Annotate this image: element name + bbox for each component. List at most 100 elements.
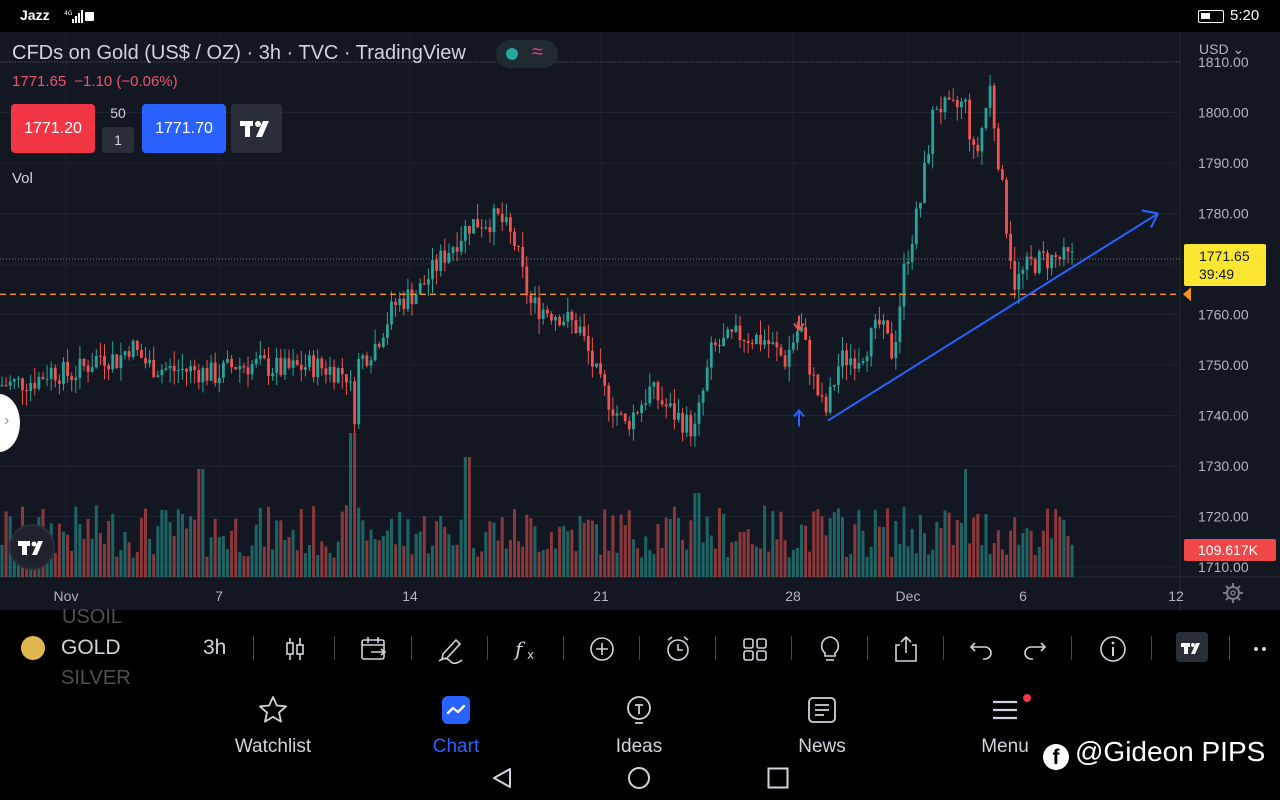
toolbar-divider xyxy=(1071,636,1072,660)
candle-body xyxy=(750,342,754,344)
nav-menu[interactable]: Menu xyxy=(945,694,1065,757)
candle-body xyxy=(160,369,164,376)
candle-body xyxy=(988,85,992,108)
volume-bar xyxy=(431,545,434,577)
candle-body xyxy=(714,342,717,345)
candle-body xyxy=(1021,269,1025,274)
volume-bar xyxy=(139,517,143,577)
volume-bar xyxy=(312,506,316,577)
indicators-fx-icon[interactable]: f x xyxy=(512,634,542,664)
symbol-current[interactable]: GOLD xyxy=(61,636,121,659)
drawing-pen-icon[interactable] xyxy=(436,634,466,664)
volume-bar xyxy=(98,533,102,577)
add-plus-icon[interactable] xyxy=(588,634,618,664)
price-axis-label: 1800.00 xyxy=(1198,105,1249,121)
share-icon[interactable] xyxy=(891,634,921,664)
quantity-box[interactable]: 50 1 xyxy=(100,104,136,153)
volume-bar xyxy=(808,551,812,577)
symbol-title[interactable]: CFDs on Gold (US$ / OZ) · 3h · TVC · Tra… xyxy=(12,42,466,64)
volume-bar xyxy=(242,556,246,577)
symbol-next[interactable]: SILVER xyxy=(61,667,131,686)
system-recents-icon[interactable] xyxy=(766,766,790,790)
svg-text:x: x xyxy=(527,648,534,662)
candle-body xyxy=(873,319,877,329)
toolbar-divider xyxy=(943,636,944,660)
volume-bar xyxy=(582,523,586,577)
current-price-tag: 1771.65 39:49 xyxy=(1184,244,1266,286)
candle-body xyxy=(185,368,188,372)
volume-bar xyxy=(529,518,533,577)
info-icon[interactable] xyxy=(1098,634,1128,664)
volume-bar xyxy=(283,540,287,577)
candle-body xyxy=(476,219,479,228)
candle-body xyxy=(295,360,299,365)
more-options-icon[interactable] xyxy=(1250,634,1280,664)
candlestick-icon[interactable] xyxy=(280,634,310,664)
candle-body xyxy=(947,97,951,100)
tradingview-logo-icon xyxy=(240,121,269,137)
candle-body xyxy=(21,378,24,391)
volume-bar xyxy=(217,536,221,577)
expand-panel-handle[interactable]: › xyxy=(0,394,20,452)
candle-body xyxy=(697,402,701,424)
idea-lightbulb-icon[interactable] xyxy=(815,634,845,664)
nav-watchlist[interactable]: Watchlist xyxy=(213,694,333,757)
currency-select[interactable]: USD ⌄ xyxy=(1199,41,1244,58)
volume-bar xyxy=(1029,530,1033,577)
candle-body xyxy=(828,386,832,413)
compare-calendar-icon[interactable] xyxy=(359,634,389,664)
alarm-clock-icon[interactable] xyxy=(663,634,693,664)
interval-button[interactable]: 3h xyxy=(203,636,227,659)
candle-body xyxy=(996,128,1000,170)
system-home-icon[interactable] xyxy=(627,766,651,790)
candle-body xyxy=(623,413,627,422)
system-back-icon[interactable] xyxy=(490,766,514,790)
market-status-pill[interactable]: ≈ xyxy=(496,40,558,68)
nav-chart[interactable]: Chart xyxy=(396,694,516,757)
chart-area[interactable]: 1810.001800.001790.001780.001770.001760.… xyxy=(0,32,1280,610)
candle-body xyxy=(377,343,381,347)
volume-bar xyxy=(426,553,430,577)
nav-ideas[interactable]: Ideas xyxy=(579,694,699,757)
volume-bar xyxy=(406,519,410,577)
candle-body xyxy=(1005,179,1008,234)
redo-icon[interactable] xyxy=(1019,634,1049,664)
nav-news[interactable]: News xyxy=(762,694,882,757)
candle-body xyxy=(841,350,844,367)
star-icon xyxy=(259,696,287,723)
price-axis-label: 1730.00 xyxy=(1198,458,1249,474)
symbol-prev[interactable]: USOIL xyxy=(62,606,123,628)
toolbar-divider xyxy=(334,636,335,660)
candle-body xyxy=(554,317,557,321)
candle-body xyxy=(504,217,508,223)
volume-bar xyxy=(816,509,820,577)
volume-bar xyxy=(681,539,685,577)
tradingview-logo-button[interactable] xyxy=(231,104,282,153)
volume-bar xyxy=(841,517,844,577)
volume-bar xyxy=(1017,544,1021,577)
volume-bar xyxy=(500,517,504,577)
volume-bar xyxy=(734,541,738,577)
volume-bar xyxy=(488,521,492,577)
buy-button[interactable]: 1771.70 xyxy=(142,104,226,153)
tradingview-logo-button[interactable] xyxy=(1176,632,1208,662)
candle-body xyxy=(324,368,328,375)
candle-body xyxy=(1054,254,1058,258)
volume-indicator-label[interactable]: Vol xyxy=(12,170,33,187)
volume-bar xyxy=(775,539,779,577)
sell-button[interactable]: 1771.20 xyxy=(11,104,95,153)
undo-icon[interactable] xyxy=(967,634,997,664)
volume-bar xyxy=(455,544,459,577)
volume-bar xyxy=(812,511,816,577)
gear-icon[interactable] xyxy=(1222,582,1244,604)
candle-body xyxy=(689,414,693,437)
candle-body xyxy=(1001,169,1004,180)
layout-grid-icon[interactable] xyxy=(740,634,770,664)
candle-body xyxy=(62,361,65,384)
quantity-value[interactable]: 1 xyxy=(102,127,134,153)
volume-bar xyxy=(1037,546,1041,577)
volume-bar xyxy=(664,517,668,577)
candle-body xyxy=(258,355,262,360)
volume-bar xyxy=(86,518,90,577)
candle-body xyxy=(1042,251,1045,253)
